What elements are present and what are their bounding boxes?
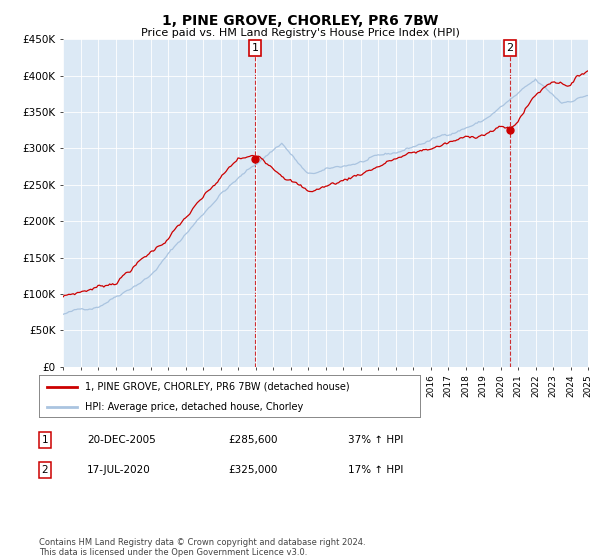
Text: £325,000: £325,000 xyxy=(228,465,277,475)
Text: 1, PINE GROVE, CHORLEY, PR6 7BW (detached house): 1, PINE GROVE, CHORLEY, PR6 7BW (detache… xyxy=(85,382,349,392)
Text: 2: 2 xyxy=(41,465,49,475)
Text: Price paid vs. HM Land Registry's House Price Index (HPI): Price paid vs. HM Land Registry's House … xyxy=(140,28,460,38)
Text: 1: 1 xyxy=(41,435,49,445)
Text: £285,600: £285,600 xyxy=(228,435,277,445)
Text: 1: 1 xyxy=(251,43,259,53)
Text: 1, PINE GROVE, CHORLEY, PR6 7BW: 1, PINE GROVE, CHORLEY, PR6 7BW xyxy=(162,14,438,28)
Text: 37% ↑ HPI: 37% ↑ HPI xyxy=(348,435,403,445)
Text: Contains HM Land Registry data © Crown copyright and database right 2024.
This d: Contains HM Land Registry data © Crown c… xyxy=(39,538,365,557)
Text: 20-DEC-2005: 20-DEC-2005 xyxy=(87,435,156,445)
Text: 17% ↑ HPI: 17% ↑ HPI xyxy=(348,465,403,475)
Text: HPI: Average price, detached house, Chorley: HPI: Average price, detached house, Chor… xyxy=(85,402,303,412)
Text: 17-JUL-2020: 17-JUL-2020 xyxy=(87,465,151,475)
Text: 2: 2 xyxy=(506,43,514,53)
